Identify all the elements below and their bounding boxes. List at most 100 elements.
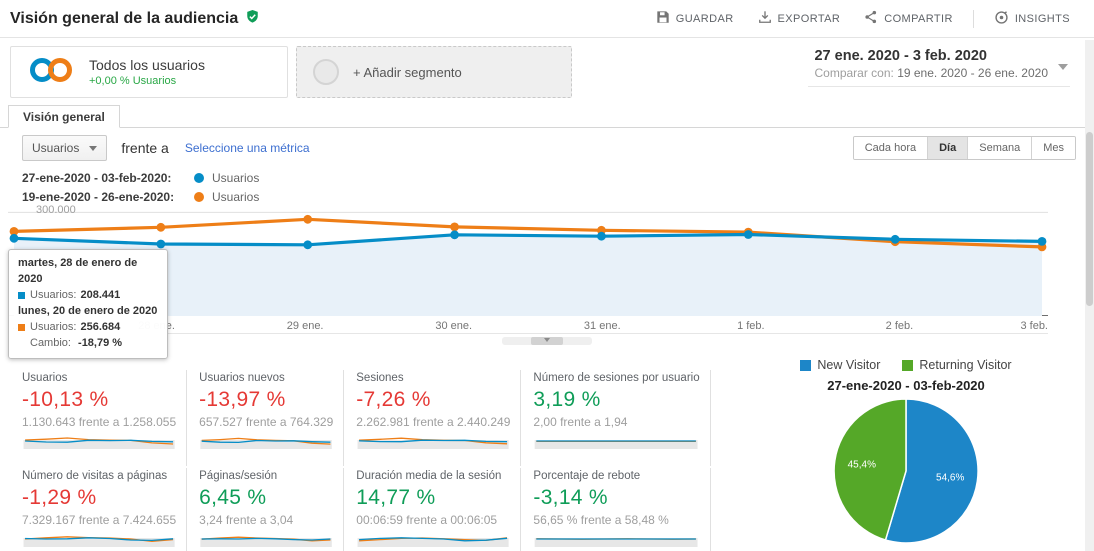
- date-range-picker[interactable]: 27 ene. 2020 - 3 feb. 2020 Comparar con:…: [808, 48, 1070, 87]
- save-button[interactable]: GUARDAR: [646, 4, 744, 33]
- card-title: Número de visitas a páginas: [22, 470, 168, 482]
- card-percent: -1,29 %: [22, 486, 97, 509]
- tooltip-row-previous: Usuarios: 256.684: [18, 320, 158, 336]
- y-axis-gridline-label: 300.000: [36, 204, 76, 216]
- export-label: EXPORTAR: [777, 12, 841, 25]
- series-dot-icon: [194, 172, 204, 183]
- summary-section: Usuarios -10,13 % 1.130.643 frente a 1.2…: [10, 352, 1084, 551]
- legend-range: 27-ene-2020 - 03-feb-2020:: [22, 170, 172, 185]
- sparkline-chart: [535, 440, 698, 449]
- granularity-hourly-button[interactable]: Cada hora: [853, 137, 929, 159]
- scrollbar-track[interactable]: [1085, 40, 1094, 551]
- segment-rings-icon: [29, 55, 75, 90]
- sparkline-chart: [200, 431, 332, 449]
- action-bar: GUARDAR EXPORTAR COMPARTIR INSIGHTS: [646, 4, 1080, 34]
- card-title: Porcentaje de rebote: [533, 470, 641, 482]
- granularity-month-button[interactable]: Mes: [1032, 137, 1075, 159]
- share-label: COMPARTIR: [884, 12, 953, 25]
- metric-card-sesiones[interactable]: Sesiones -7,26 % 2.262.981 frente a 2.44…: [344, 370, 522, 466]
- sparkline-chart: [535, 538, 698, 547]
- chart-toolbar: Usuarios frente a Seleccione una métrica…: [22, 134, 1076, 162]
- metric-card-sesiones-por-usuario[interactable]: Número de sesiones por usuario 3,19 % 2,…: [521, 370, 711, 466]
- visitor-type-block: New Visitor Returning Visitor 27-ene-202…: [736, 352, 1076, 551]
- insights-button[interactable]: INSIGHTS: [984, 4, 1080, 34]
- returning-visitor-square-icon: [902, 359, 914, 371]
- tooltip-date-current: martes, 28 de enero de 2020: [18, 257, 138, 285]
- metric-card-duracion-sesion[interactable]: Duración media de la sesión 14,77 % 00:0…: [344, 468, 522, 551]
- metric-card-visitas-paginas[interactable]: Número de visitas a páginas -1,29 % 7.32…: [10, 468, 188, 551]
- card-comparison: 3,24 frente a 3,04: [199, 513, 294, 527]
- select-metric-link[interactable]: Seleccione una métrica: [184, 141, 310, 155]
- visitor-type-pie-chart[interactable]: 54,6% 45,4%: [831, 396, 981, 546]
- page-title: Visión general de la audiencia: [10, 9, 239, 27]
- pie-legend: New Visitor Returning Visitor: [736, 356, 1076, 374]
- timeseries-chart[interactable]: [8, 202, 1048, 316]
- card-percent: -7,26 %: [356, 388, 431, 411]
- granularity-day-button[interactable]: Día: [928, 137, 969, 159]
- card-title: Usuarios nuevos: [199, 372, 285, 384]
- card-percent: 6,45 %: [199, 486, 267, 509]
- tooltip-change: Cambio: -18,79 %: [30, 336, 123, 349]
- save-icon: [656, 10, 670, 27]
- card-percent: -3,14 %: [533, 486, 608, 509]
- segment-all-users[interactable]: Todos los usuarios +0,00 % Usuarios: [10, 46, 288, 98]
- metric-select[interactable]: Usuarios: [22, 135, 108, 161]
- card-title: Páginas/sesión: [199, 470, 278, 482]
- date-range-compare: Comparar con: 19 ene. 2020 - 26 ene. 202…: [814, 66, 1048, 80]
- legend-row-previous: 19-ene-2020 - 26-ene-2020: Usuarios: [22, 187, 259, 206]
- sparkline-chart: [357, 529, 509, 547]
- card-title: Duración media de la sesión: [356, 470, 502, 482]
- tab-overview[interactable]: Visión general: [8, 105, 120, 128]
- segment-subtitle: +0,00 % Usuarios: [89, 75, 177, 87]
- pie-legend-returning-visitor: Returning Visitor: [902, 358, 1012, 372]
- chart-range-handle[interactable]: [502, 337, 592, 345]
- segment-row: Todos los usuarios +0,00 % Usuarios + Añ…: [10, 44, 1084, 100]
- share-button[interactable]: COMPARTIR: [854, 4, 963, 33]
- card-comparison: 2,00 frente a 1,94: [533, 415, 628, 429]
- x-axis-tick: 29 ene.: [286, 320, 324, 332]
- card-percent: 3,19 %: [533, 388, 601, 411]
- pie-title: 27-ene-2020 - 03-feb-2020: [827, 378, 985, 393]
- card-comparison: 56,65 % frente a 58,48 %: [533, 513, 669, 527]
- card-title: Usuarios: [22, 372, 68, 384]
- vs-label: frente a: [121, 140, 169, 156]
- metric-card-usuarios[interactable]: Usuarios -10,13 % 1.130.643 frente a 1.2…: [10, 370, 188, 466]
- granularity-week-button[interactable]: Semana: [968, 137, 1033, 159]
- metric-card-paginas-sesion[interactable]: Páginas/sesión 6,45 % 3,24 frente a 3,04: [187, 468, 345, 551]
- export-button[interactable]: EXPORTAR: [748, 4, 851, 33]
- tooltip-date-previous: lunes, 20 de enero de 2020: [18, 304, 158, 317]
- card-percent: 14,77 %: [356, 486, 436, 509]
- x-axis-tick: 30 ene.: [435, 320, 473, 332]
- top-bar: Visión general de la audiencia GUARDAR E…: [0, 0, 1094, 38]
- granularity-group: Cada hora Día Semana Mes: [852, 136, 1076, 160]
- card-comparison: 2.262.981 frente a 2.440.249: [356, 415, 511, 429]
- metric-card-porcentaje-rebote[interactable]: Porcentaje de rebote -3,14 % 56,65 % fre…: [521, 468, 711, 551]
- sparkline-chart: [357, 431, 509, 449]
- card-comparison: 657.527 frente a 764.329: [199, 415, 334, 429]
- x-axis-tick: 3 feb.: [1020, 320, 1048, 332]
- date-range-primary: 27 ene. 2020 - 3 feb. 2020: [814, 48, 987, 64]
- scrollbar-thumb[interactable]: [1086, 131, 1093, 306]
- divider: [972, 9, 974, 28]
- export-icon: [758, 10, 772, 27]
- chart-legend: 27-ene-2020 - 03-feb-2020: Usuarios 19-e…: [22, 168, 259, 206]
- save-label: GUARDAR: [675, 12, 734, 25]
- add-segment-button[interactable]: + Añadir segmento: [296, 46, 572, 98]
- series-square-icon: [18, 324, 25, 332]
- card-comparison: 00:06:59 frente a 00:06:05: [356, 513, 498, 527]
- x-axis-tick: 1 feb.: [737, 320, 765, 332]
- tab-strip: Visión general: [0, 105, 1094, 128]
- tooltip-row-current: Usuarios: 208.441: [18, 288, 158, 304]
- metric-card-usuarios-nuevos[interactable]: Usuarios nuevos -13,97 % 657.527 frente …: [187, 370, 345, 466]
- new-visitor-square-icon: [800, 359, 812, 371]
- card-percent: -13,97 %: [199, 388, 286, 411]
- series-dot-icon: [194, 191, 204, 202]
- caret-down-icon: [544, 338, 550, 342]
- svg-text:54,6%: 54,6%: [936, 472, 964, 483]
- legend-range: 19-ene-2020 - 26-ene-2020:: [22, 189, 175, 204]
- metric-select-value: Usuarios: [32, 141, 80, 155]
- add-segment-label: + Añadir segmento: [353, 64, 462, 80]
- insights-label: INSIGHTS: [1014, 12, 1070, 25]
- caret-down-icon: [89, 145, 98, 151]
